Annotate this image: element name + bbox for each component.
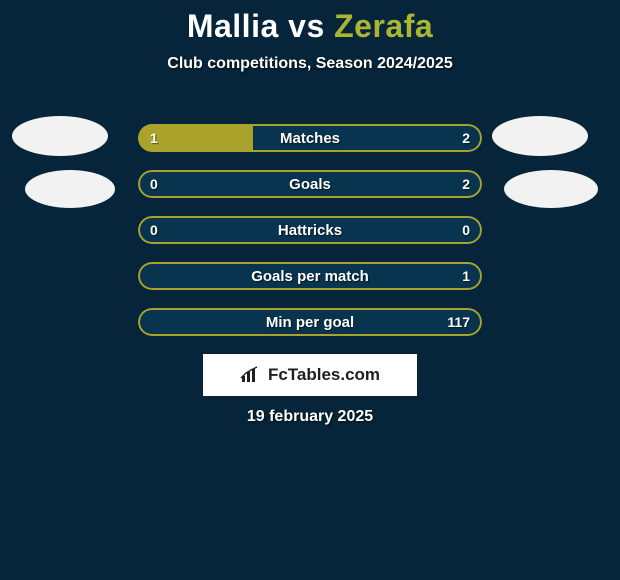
stat-value-left: 0 <box>150 170 158 198</box>
stat-rows: 12Matches02Goals00Hattricks1Goals per ma… <box>138 124 482 354</box>
title-left: Mallia <box>187 8 279 44</box>
stat-row: 02Goals <box>138 170 482 198</box>
player-avatar-left-2 <box>25 170 115 208</box>
stat-fill-right <box>138 262 482 290</box>
subtitle: Club competitions, Season 2024/2025 <box>0 55 620 73</box>
brand-text: FcTables.com <box>268 365 380 385</box>
stat-fill-right <box>138 170 482 198</box>
stat-value-right: 1 <box>462 262 470 290</box>
player-avatar-right <box>492 116 588 156</box>
stat-fill-right <box>138 308 482 336</box>
bar-chart-icon <box>240 366 262 384</box>
stat-row: 0 0Hattricks <box>138 216 482 244</box>
stat-fill-right <box>253 124 482 152</box>
page-title: Mallia vs Zerafa <box>0 0 620 45</box>
date-text: 19 february 2025 <box>0 408 620 426</box>
infographic-canvas: Mallia vs Zerafa Club competitions, Seas… <box>0 0 620 580</box>
stat-row: 12Matches <box>138 124 482 152</box>
stat-value-right: 2 <box>462 170 470 198</box>
player-avatar-right-2 <box>504 170 598 208</box>
stat-value-right: 2 <box>462 124 470 152</box>
brand-badge: FcTables.com <box>203 354 417 396</box>
player-avatar-left <box>12 116 108 156</box>
stat-value-left: 1 <box>150 124 158 152</box>
stat-row-border <box>138 216 482 244</box>
stat-row: 117Min per goal <box>138 308 482 336</box>
stat-label: Hattricks <box>138 216 482 244</box>
title-vs: vs <box>279 8 334 44</box>
stat-value-right: 117 <box>447 308 470 336</box>
stat-row: 1Goals per match <box>138 262 482 290</box>
stat-value-left: 0 <box>150 216 158 244</box>
title-right: Zerafa <box>334 8 433 44</box>
stat-value-right: 0 <box>462 216 470 244</box>
